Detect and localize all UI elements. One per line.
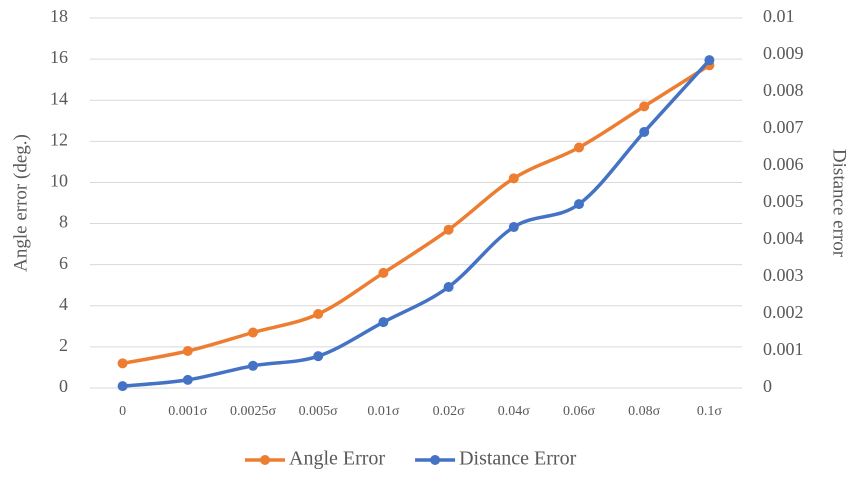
legend-label: Angle Error (289, 448, 385, 470)
y2-tick-label: 0.002 (763, 302, 804, 322)
y2-tick-label: 0.003 (763, 265, 804, 285)
x-tick-label: 0.0025σ (230, 404, 277, 419)
legend-marker (260, 455, 270, 465)
point (443, 224, 454, 235)
y2-tick-label: 0 (763, 376, 772, 396)
point (443, 281, 454, 292)
x-tick-label: 0.02σ (433, 404, 466, 419)
y-axis-label: Angle error (deg.) (10, 134, 31, 272)
y-tick-label: 8 (59, 212, 68, 232)
point (182, 374, 193, 385)
point (508, 222, 519, 233)
point (248, 360, 258, 371)
point (639, 101, 650, 112)
point (248, 327, 258, 338)
legend-label: Distance Error (459, 448, 577, 470)
x-tick-label: 0.001σ (168, 404, 208, 419)
x-tick-label: 0 (119, 404, 126, 419)
point (574, 199, 584, 210)
point (182, 346, 193, 356)
point (117, 358, 128, 369)
series-line (120, 58, 712, 388)
x-tick-label: 0.005σ (299, 404, 339, 419)
point (508, 173, 519, 184)
point (639, 126, 650, 137)
y-tick-label: 14 (50, 88, 68, 108)
series-line (120, 63, 712, 366)
x-tick-label: 0.01σ (367, 404, 400, 419)
y-tick-label: 16 (50, 47, 68, 67)
legend-marker (430, 455, 441, 465)
point (378, 267, 389, 278)
y-tick-label: 4 (59, 294, 68, 314)
y-tick-label: 12 (50, 129, 68, 149)
point (704, 55, 715, 66)
y2-tick-label: 0.004 (763, 228, 804, 248)
y2-tick-label: 0.001 (763, 339, 804, 359)
point (574, 142, 584, 153)
y-tick-label: 18 (50, 6, 68, 26)
point (117, 381, 128, 392)
y2-tick-label: 0.007 (763, 117, 804, 137)
y-tick-label: 2 (59, 335, 68, 355)
y-tick-label: 10 (50, 171, 68, 191)
y2-tick-label: 0.005 (763, 191, 804, 211)
y2-tick-label: 0.008 (763, 80, 804, 100)
y2-tick-label: 0.009 (763, 43, 804, 63)
x-tick-label: 0.08σ (628, 404, 661, 419)
y2-tick-label: 0.01 (763, 6, 795, 26)
point (313, 351, 324, 362)
y-tick-label: 0 (59, 376, 68, 396)
x-tick-label: 0.1σ (697, 404, 723, 419)
y-tick-label: 6 (59, 253, 68, 273)
point (313, 309, 324, 319)
x-tick-label: 0.06σ (563, 404, 596, 419)
y2-tick-label: 0.006 (763, 154, 804, 174)
y2-axis-label: Distance error (829, 149, 850, 258)
point (378, 317, 389, 328)
x-tick-label: 0.04σ (498, 404, 531, 419)
